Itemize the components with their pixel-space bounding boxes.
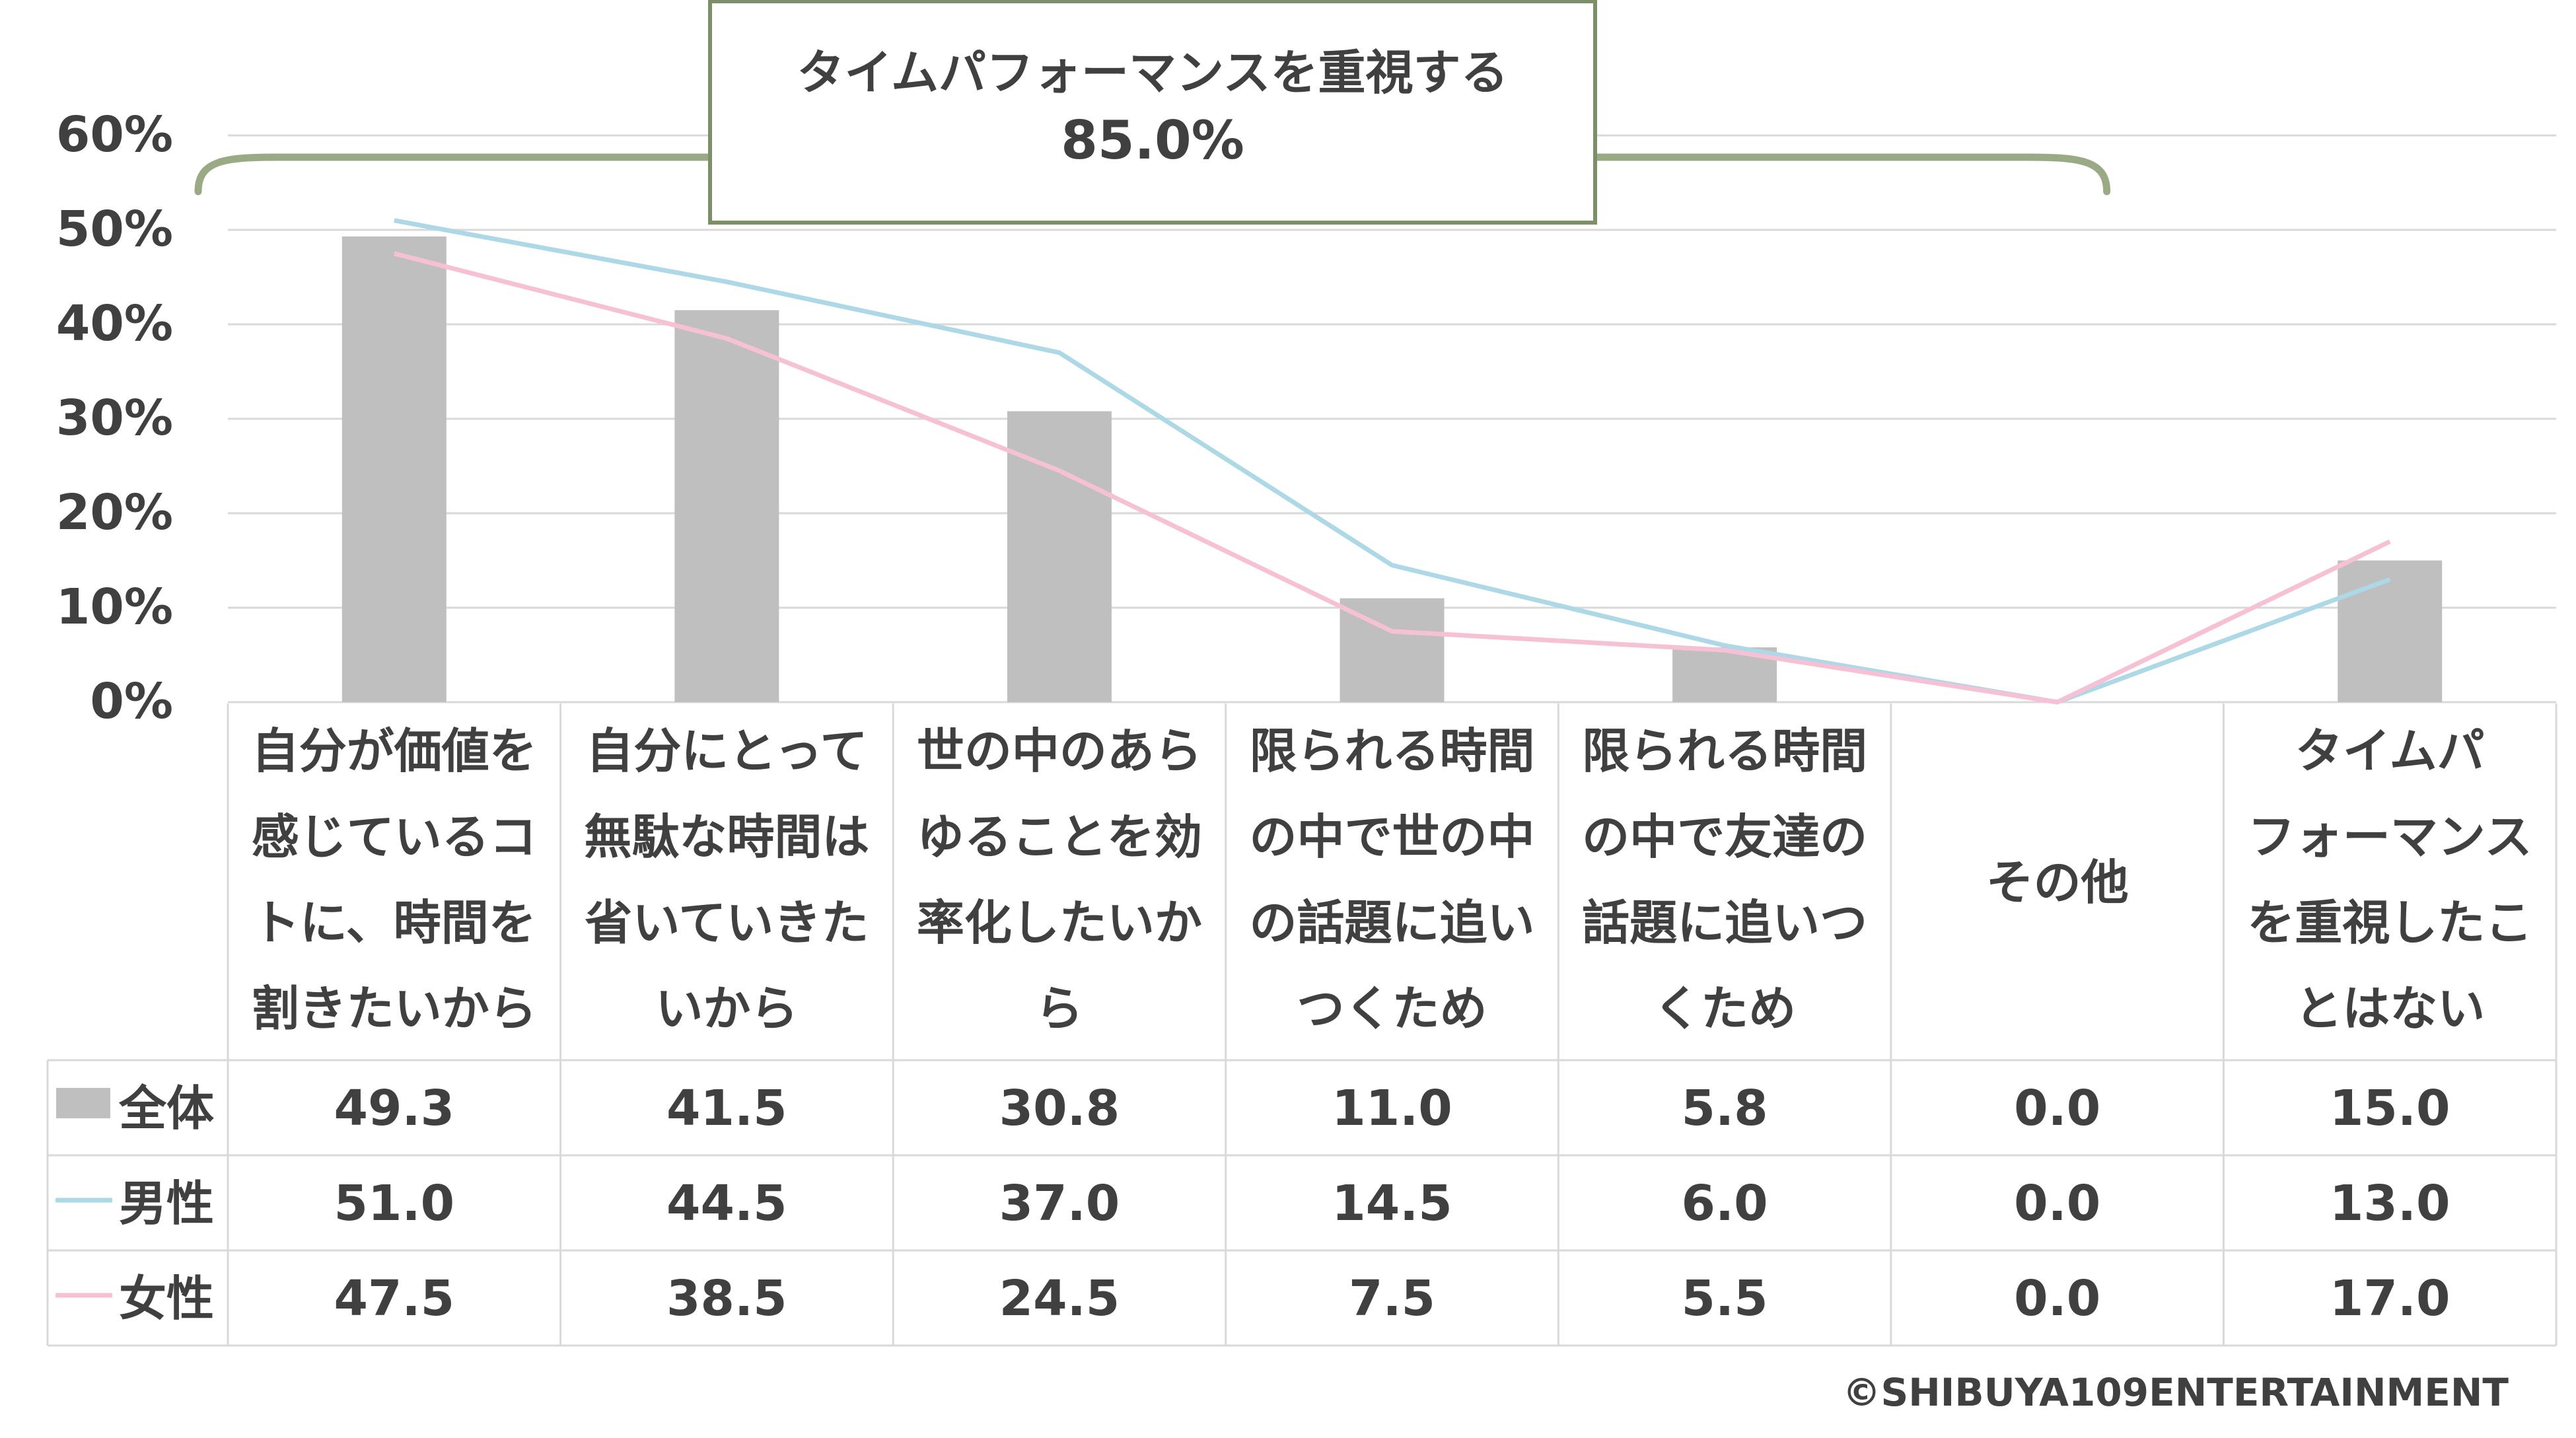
data-label: 0.0 (2014, 1270, 2100, 1327)
annotation-box (708, 0, 1597, 225)
data-label: 5.5 (1682, 1270, 1768, 1327)
category-label: を重視したこ (2247, 895, 2532, 951)
gridlines (228, 134, 2556, 703)
y-tick-label: 60% (56, 106, 173, 163)
category-label: 自分にとって (586, 723, 867, 779)
data-label: 14.5 (1332, 1175, 1452, 1232)
data-label: 37.0 (999, 1175, 1120, 1232)
category-label: 省いていきた (585, 895, 869, 951)
category-label: ゆることを効 (917, 809, 1202, 865)
data-label: 41.5 (666, 1080, 787, 1137)
category-label: 限られる時間 (1249, 723, 1534, 779)
annotation: タイムパフォーマンスを重視する 85.0% (194, 0, 2111, 225)
category-label: 無駄な時間は (584, 809, 869, 865)
bar (674, 310, 779, 702)
data-label: 47.5 (334, 1270, 454, 1327)
category-label: の話題に追い (1249, 895, 1534, 951)
data-label: 30.8 (999, 1080, 1120, 1137)
annotation-value: 85.0% (1061, 110, 1244, 171)
y-tick-label: 30% (56, 390, 173, 447)
y-tick-label: 0% (90, 673, 173, 730)
category-label: つくため (1297, 981, 1487, 1036)
data-label: 44.5 (666, 1175, 787, 1232)
category-label: 限られる時間 (1582, 723, 1867, 779)
category-label: ら (1036, 981, 1083, 1036)
data-label: 51.0 (334, 1175, 454, 1232)
copyright: ©SHIBUYA109ENTERTAINMENT (1842, 1370, 2509, 1415)
legend-label: 全体 (118, 1081, 214, 1136)
line-series (393, 218, 2391, 705)
category-label: 話題に追いつ (1582, 895, 1867, 951)
y-axis-ticks: 0% 10% 20% 30% 40% 50% 60% (56, 106, 173, 730)
data-label: 11.0 (1332, 1080, 1452, 1137)
category-label: 感じているコ (252, 809, 537, 865)
legend-label: 女性 (119, 1271, 214, 1326)
category-label: の中で友達の (1582, 809, 1867, 865)
category-label: その他 (1986, 855, 2129, 910)
data-label: 17.0 (2330, 1270, 2451, 1327)
category-label: の中で世の中 (1249, 809, 1534, 865)
data-label: 7.5 (1349, 1270, 1435, 1327)
category-label: タイムパ (2295, 723, 2485, 779)
data-label: 13.0 (2330, 1175, 2451, 1232)
bar-series (341, 236, 2443, 702)
data-label: 15.0 (2330, 1080, 2451, 1137)
legend-swatch-bar (56, 1088, 110, 1118)
y-tick-label: 50% (56, 201, 173, 258)
y-tick-label: 20% (56, 484, 173, 541)
category-label: フォーマンス (2248, 809, 2532, 865)
data-label: 0.0 (2014, 1080, 2100, 1137)
bar (1007, 411, 1112, 702)
data-label: 0.0 (2014, 1175, 2100, 1232)
category-label: 自分が価値を (252, 723, 537, 779)
category-label: 割きたいから (252, 981, 537, 1036)
data-label: 49.3 (334, 1080, 454, 1137)
annotation-title: タイムパフォーマンスを重視する (797, 45, 1508, 100)
data-label: 6.0 (1682, 1175, 1768, 1232)
category-label: くため (1653, 981, 1796, 1036)
category-label: 世の中のあら (917, 723, 1202, 779)
data-label: 24.5 (999, 1270, 1120, 1327)
series-line (393, 251, 2391, 705)
y-tick-label: 40% (56, 295, 173, 352)
data-label: 5.8 (1682, 1080, 1768, 1137)
category-label: いから (655, 981, 798, 1036)
category-label: とはない (2295, 981, 2485, 1036)
category-label: トに、時間を (252, 895, 536, 951)
bar (2338, 560, 2443, 702)
data-label: 38.5 (666, 1270, 787, 1327)
y-tick-label: 10% (56, 579, 173, 635)
category-label: 率化したいか (917, 895, 1202, 951)
bar (341, 236, 447, 702)
legend-label: 男性 (119, 1176, 214, 1231)
